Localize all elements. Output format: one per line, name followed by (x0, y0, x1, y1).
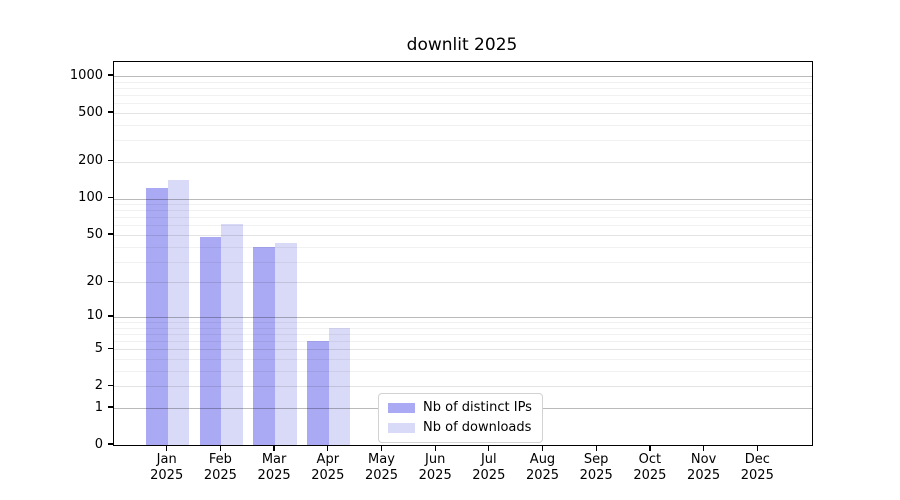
y-tick-label-2: 2 (94, 377, 103, 393)
bar-distinct-ips-jan (146, 187, 168, 445)
bar-distinct-ips-apr (307, 341, 329, 445)
x-tick-label-may: May 2025 (364, 452, 399, 483)
x-tick-mark (166, 445, 168, 451)
y-tick-mark (107, 315, 114, 317)
x-tick-mark (273, 445, 275, 451)
x-tick-label-oct: Oct 2025 (633, 452, 667, 483)
x-tick-label-mar: Mar 2025 (257, 452, 291, 483)
y-tick-mark (107, 74, 114, 76)
x-tick-label-dec: Dec 2025 (740, 452, 774, 483)
y-tick-mark (107, 347, 114, 349)
y-tick-mark (107, 406, 114, 408)
x-tick-mark (649, 445, 651, 451)
x-tick-mark (595, 445, 597, 451)
gridline-60 (114, 225, 812, 227)
x-tick-label-aug: Aug 2025 (525, 452, 560, 483)
y-tick-mark (107, 111, 114, 113)
y-tick-mark (107, 384, 114, 386)
gridline-90 (114, 204, 812, 206)
x-tick-mark (327, 445, 329, 451)
y-tick-label-5: 5 (94, 340, 103, 356)
legend-item-downloads: Nb of downloads (388, 420, 532, 436)
gridline-900 (114, 81, 812, 83)
y-tick-label-20: 20 (86, 273, 103, 289)
legend-swatch-downloads (388, 423, 415, 433)
bar-downloads-apr (328, 327, 351, 445)
bar-distinct-ips-feb (199, 237, 222, 445)
plot-area (113, 61, 813, 446)
x-tick-label-jan: Jan 2025 (150, 452, 184, 483)
x-tick-mark (380, 445, 383, 451)
x-tick-mark (488, 445, 490, 451)
legend-label-distinct-ips: Nb of distinct IPs (423, 400, 532, 415)
x-tick-label-nov: Nov 2025 (687, 452, 721, 483)
y-tick-label-200: 200 (78, 153, 103, 169)
y-tick-label-100: 100 (78, 190, 103, 205)
gridline-800 (114, 87, 812, 89)
x-tick-label-sep: Sep 2025 (579, 452, 613, 483)
x-tick-mark (702, 445, 705, 451)
x-tick-mark (541, 445, 544, 451)
gridline-700 (114, 95, 812, 96)
y-tick-mark (107, 196, 114, 199)
x-tick-label-jul: Jul 2025 (472, 452, 506, 483)
x-tick-mark (434, 445, 436, 451)
legend-swatch-distinct-ips (388, 403, 415, 413)
x-tick-mark (219, 445, 222, 451)
gridline-50 (114, 235, 812, 236)
bar-downloads-feb (221, 223, 244, 445)
y-tick-label-10: 10 (86, 308, 103, 324)
x-tick-label-feb: Feb 2025 (203, 452, 237, 483)
y-tick-label-1: 1 (94, 399, 103, 415)
gridline-200 (114, 161, 812, 163)
x-tick-label-jun: Jun 2025 (418, 452, 452, 483)
chart-title: downlit 2025 (406, 35, 518, 55)
bar-downloads-mar (275, 242, 297, 445)
gridline-80 (114, 210, 812, 212)
y-tick-mark (107, 443, 114, 445)
y-tick-mark (107, 160, 114, 162)
y-tick-label-1000: 1000 (69, 67, 103, 83)
y-tick-label-50: 50 (86, 226, 103, 242)
legend-item-distinct-ips: Nb of distinct IPs (388, 400, 532, 416)
gridline-400 (114, 124, 812, 126)
x-tick-label-apr: Apr 2025 (311, 452, 345, 483)
gridline-70 (114, 217, 812, 219)
gridline-1000 (114, 76, 812, 77)
y-tick-label-0: 0 (94, 436, 103, 452)
bar-distinct-ips-mar (253, 246, 276, 445)
y-tick-mark (107, 233, 114, 235)
x-tick-mark (756, 445, 758, 451)
gridline-600 (114, 103, 812, 105)
gridline-500 (114, 113, 812, 114)
y-tick-label-500: 500 (78, 104, 103, 120)
gridline-100 (114, 198, 812, 200)
y-tick-mark (107, 280, 114, 283)
legend-label-downloads: Nb of downloads (423, 420, 532, 435)
bar-downloads-jan (167, 179, 190, 445)
gridline-300 (114, 140, 812, 142)
legend: Nb of distinct IPs Nb of downloads (378, 393, 543, 443)
